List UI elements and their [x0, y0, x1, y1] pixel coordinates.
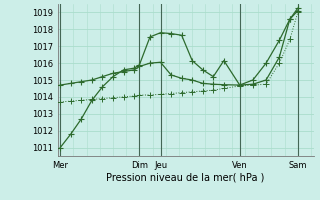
X-axis label: Pression niveau de la mer( hPa ): Pression niveau de la mer( hPa )	[107, 173, 265, 183]
